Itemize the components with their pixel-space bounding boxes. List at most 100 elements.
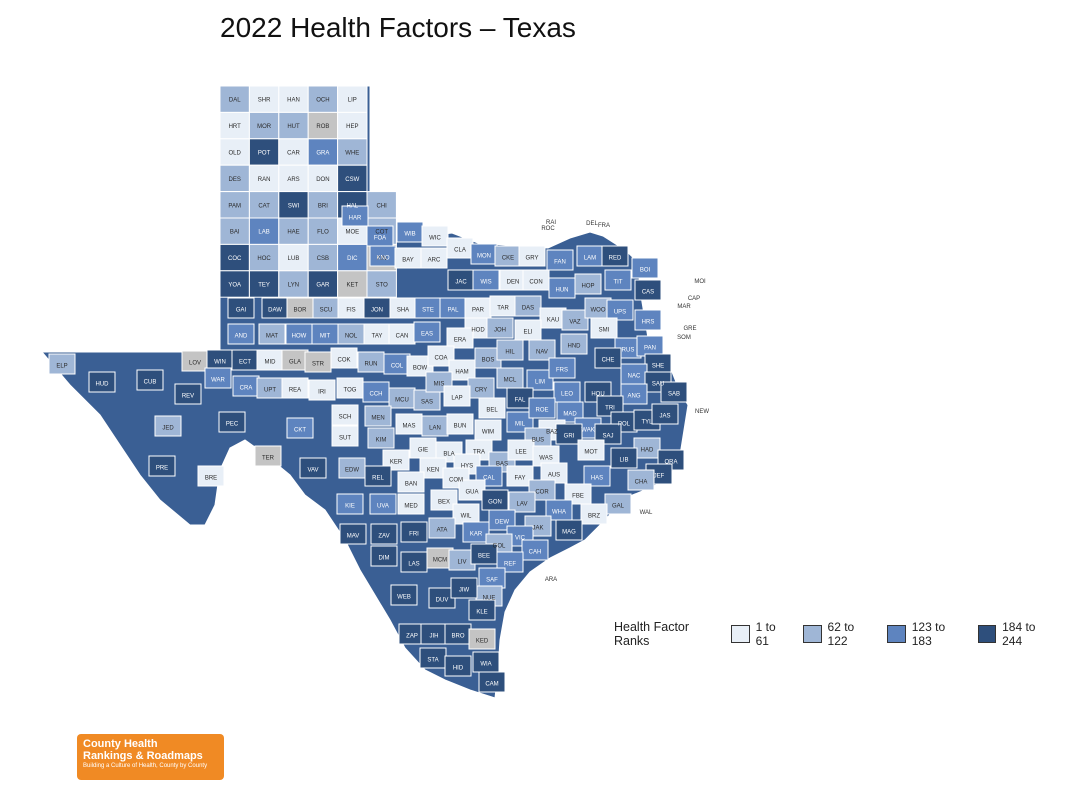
county-fay[interactable] — [506, 465, 534, 487]
county-war[interactable] — [204, 367, 232, 389]
county-kim[interactable] — [367, 427, 395, 449]
county-uva[interactable] — [369, 493, 397, 515]
county-lub[interactable] — [278, 243, 309, 272]
county-era[interactable] — [446, 327, 474, 349]
county-hep[interactable] — [337, 111, 368, 140]
county-jiw[interactable] — [450, 577, 478, 599]
county-smi[interactable] — [590, 317, 618, 339]
county-ars[interactable] — [278, 164, 309, 193]
county-hut[interactable] — [278, 111, 309, 140]
county-ked[interactable] — [468, 628, 496, 650]
county-swi[interactable] — [278, 191, 309, 219]
county-bel[interactable] — [478, 397, 506, 419]
county-don[interactable] — [307, 164, 339, 193]
county-hoc[interactable] — [248, 243, 280, 272]
county-ran[interactable] — [248, 164, 280, 193]
county-gri[interactable] — [555, 423, 583, 445]
county-mag[interactable] — [555, 519, 583, 541]
county-whe[interactable] — [337, 138, 368, 166]
county-bun[interactable] — [446, 413, 474, 435]
county-arc[interactable] — [420, 247, 448, 269]
county-mot[interactable] — [577, 439, 605, 461]
county-rel[interactable] — [364, 465, 392, 487]
county-men[interactable] — [364, 405, 392, 427]
county-zav[interactable] — [370, 523, 398, 545]
county-pec[interactable] — [218, 411, 246, 433]
county-dal[interactable] — [219, 85, 250, 113]
county-csw[interactable] — [337, 164, 368, 193]
county-wis[interactable] — [472, 269, 500, 291]
county-cas[interactable] — [634, 279, 662, 301]
county-saj[interactable] — [594, 423, 622, 445]
county-joh[interactable] — [486, 317, 514, 339]
county-frs[interactable] — [548, 357, 576, 379]
county-dim[interactable] — [370, 545, 398, 567]
county-ata[interactable] — [428, 517, 456, 539]
county-bex[interactable] — [430, 489, 458, 511]
county-har[interactable] — [341, 205, 369, 227]
county-rev[interactable] — [174, 383, 202, 405]
county-coa[interactable] — [427, 345, 455, 367]
county-ckt[interactable] — [286, 417, 314, 439]
county-gry[interactable] — [518, 245, 546, 267]
county-rea[interactable] — [281, 377, 309, 399]
county-pot[interactable] — [248, 138, 280, 166]
county-lyn[interactable] — [278, 270, 309, 298]
county-lap[interactable] — [443, 385, 471, 407]
county-cub[interactable] — [136, 369, 164, 391]
county-mav[interactable] — [339, 523, 367, 545]
county-las[interactable] — [400, 551, 428, 573]
county-lav[interactable] — [508, 491, 536, 513]
county-ref[interactable] — [496, 551, 524, 573]
county-kar[interactable] — [462, 521, 490, 543]
county-ter[interactable] — [254, 445, 282, 467]
county-tey[interactable] — [248, 270, 280, 298]
county-vav[interactable] — [299, 457, 327, 479]
county-med[interactable] — [397, 493, 425, 515]
county-jed[interactable] — [154, 415, 182, 437]
county-hud[interactable] — [88, 371, 116, 393]
county-cok[interactable] — [330, 347, 358, 369]
county-wic[interactable] — [421, 225, 449, 247]
county-chi[interactable] — [366, 191, 397, 219]
county-nav[interactable] — [528, 339, 556, 361]
county-mat[interactable] — [258, 323, 286, 345]
county-che[interactable] — [594, 347, 622, 369]
county-coc[interactable] — [219, 243, 250, 272]
county-ang[interactable] — [620, 383, 648, 405]
chr-logo[interactable]: County Health Rankings & Roadmaps Buildi… — [77, 734, 224, 780]
county-gra[interactable] — [307, 138, 339, 166]
county-lib[interactable] — [610, 447, 638, 469]
county-jas[interactable] — [651, 403, 679, 425]
county-has[interactable] — [583, 465, 611, 487]
county-das[interactable] — [514, 295, 542, 317]
county-sut[interactable] — [331, 425, 359, 447]
county-hnd[interactable] — [560, 333, 588, 355]
county-eas[interactable] — [413, 321, 441, 343]
county-hop[interactable] — [574, 273, 602, 295]
county-cah[interactable] — [521, 539, 549, 561]
county-sch[interactable] — [331, 404, 359, 426]
county-ker[interactable] — [382, 449, 410, 471]
county-dic[interactable] — [337, 243, 368, 272]
county-fri[interactable] — [400, 521, 428, 543]
county-tri[interactable] — [596, 395, 624, 417]
county-vaz[interactable] — [561, 309, 589, 331]
county-brz[interactable] — [580, 503, 608, 525]
county-ham[interactable] — [448, 359, 476, 381]
county-hrs[interactable] — [634, 309, 662, 331]
county-roe[interactable] — [528, 397, 556, 419]
county-ups[interactable] — [606, 299, 634, 321]
county-mad[interactable] — [556, 401, 584, 423]
county-cam[interactable] — [478, 671, 506, 693]
county-lim[interactable] — [526, 369, 554, 391]
county-red[interactable] — [601, 245, 629, 267]
county-pre[interactable] — [148, 455, 176, 477]
county-kie[interactable] — [336, 493, 364, 515]
county-and[interactable] — [227, 323, 255, 345]
county-bre[interactable] — [197, 465, 225, 487]
county-mil[interactable] — [506, 411, 534, 433]
county-web[interactable] — [390, 584, 418, 606]
county-sto[interactable] — [366, 270, 397, 298]
county-iri[interactable] — [308, 379, 336, 401]
